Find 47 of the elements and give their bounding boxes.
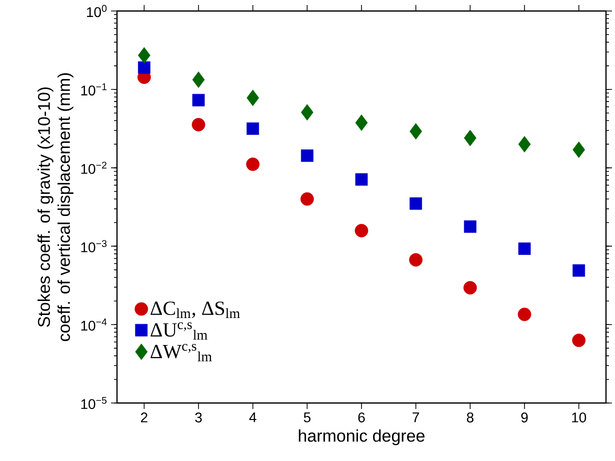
point [410, 123, 422, 140]
point [518, 136, 531, 152]
point [572, 264, 586, 277]
x-tick-label: 8 [466, 412, 474, 422]
text: coeff. of vertical displacement (mm) [58, 73, 74, 342]
point [354, 224, 368, 238]
point [300, 104, 314, 121]
point [572, 142, 586, 158]
point [355, 173, 368, 186]
point [246, 158, 260, 171]
point [518, 242, 531, 255]
y-tick-label: 10$^{−4}$ [81, 318, 107, 331]
legend-label: ΔU$^{c,s}$lm [150, 322, 208, 340]
point [463, 281, 477, 294]
y-tick-label: 10$^{−1}$ [81, 83, 106, 96]
point [464, 220, 476, 233]
legend-label: ΔW$^{c,s}$lm [150, 344, 212, 362]
x-axis-title: harmonic degree [298, 429, 424, 446]
point [410, 197, 422, 210]
point [192, 94, 205, 106]
x-tick-label: 7 [412, 412, 420, 422]
point [300, 192, 314, 206]
x-tick-label: 9 [521, 412, 528, 422]
x-tick-label: 6 [358, 412, 365, 422]
x-tick-label: 10 [572, 412, 586, 422]
point [355, 114, 368, 131]
x-tick-label: 4 [249, 412, 256, 422]
point [192, 118, 206, 132]
point [300, 149, 314, 162]
text: Stokes coeff. of gravity (x10-10) [38, 87, 54, 327]
x-tick-label: 3 [195, 412, 202, 422]
x-tick-label: 5 [304, 412, 310, 422]
point [464, 130, 476, 146]
legend-label: ΔC$_{lm}$, ΔS$_{lm}$ [150, 302, 240, 318]
point [246, 122, 260, 135]
point [138, 61, 150, 74]
x-tick-label: 2 [140, 412, 148, 422]
y-tick-label: 10$^{0}$ [87, 4, 107, 18]
y-tick-label: 10$^{−5}$ [81, 396, 107, 410]
y-tick-label: 10$^{−3}$ [81, 240, 107, 252]
point [572, 334, 586, 348]
point [192, 71, 205, 88]
point [138, 47, 150, 64]
point [246, 90, 260, 106]
point [409, 253, 423, 267]
y-tick-label: 10$^{−2}$ [81, 162, 106, 174]
point [518, 308, 532, 322]
